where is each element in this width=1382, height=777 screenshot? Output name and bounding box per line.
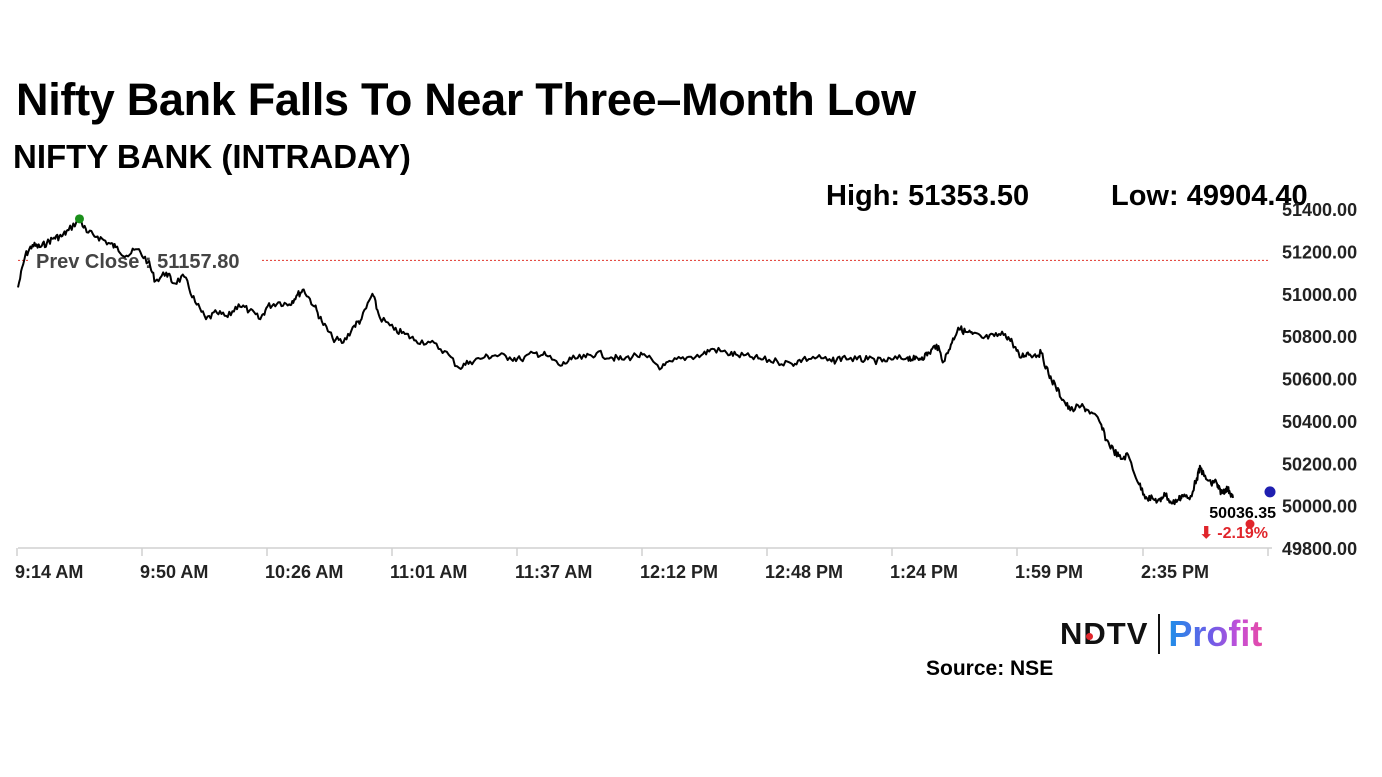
prev-close-tag: Prev Close : 51157.80 bbox=[28, 249, 260, 274]
day-high-marker bbox=[74, 214, 84, 224]
prev-close-tag-bg bbox=[28, 249, 260, 274]
intraday-chart: Prev Close : 51157.80 51400.0051200.0051… bbox=[15, 200, 1357, 582]
x-tick-label: 2:35 PM bbox=[1141, 562, 1209, 582]
day-high-label: High: 51353.50 bbox=[826, 180, 1030, 212]
y-tick-label: 49800.00 bbox=[1282, 539, 1357, 559]
y-tick-label: 51000.00 bbox=[1282, 285, 1357, 305]
change-percent-label: ⬇ -2.19% bbox=[1199, 525, 1268, 542]
y-tick-label: 51400.00 bbox=[1282, 200, 1357, 220]
source-note: Source: NSE bbox=[926, 657, 1054, 680]
x-tick-label: 1:59 PM bbox=[1015, 562, 1083, 582]
y-tick-label: 50600.00 bbox=[1282, 370, 1357, 390]
price-line bbox=[17, 217, 1234, 506]
ndtv-wordmark: NDTV bbox=[1060, 616, 1149, 651]
y-axis-ticks: 51400.00 51200.00 51000.00 50800.00 50600.00… bbox=[1282, 200, 1357, 559]
last-price-label: 50036.35 bbox=[1209, 505, 1276, 522]
y-tick-label: 50400.00 bbox=[1282, 412, 1357, 432]
ndtv-profit-logo: NDTV Profit bbox=[1060, 612, 1262, 656]
last-price-marker bbox=[1264, 486, 1276, 498]
x-tick-label: 9:14 AM bbox=[15, 562, 83, 582]
logo-divider bbox=[1158, 614, 1161, 654]
headline: Nifty Bank Falls To Near Three–Month Low bbox=[16, 74, 916, 125]
day-low-label: Low: 49904.40 bbox=[1111, 180, 1308, 212]
x-tick-label: 12:12 PM bbox=[640, 562, 718, 582]
x-tick-label: 10:26 AM bbox=[265, 562, 343, 582]
x-axis-ticks: 9:14 AM 9:50 AM 10:26 AM 11:01 AM 11:37 AM 12… bbox=[15, 548, 1269, 582]
y-tick-label: 51200.00 bbox=[1282, 242, 1357, 262]
x-tick-label: 11:01 AM bbox=[390, 562, 467, 582]
chart-title: NIFTY BANK (INTRADAY) bbox=[13, 138, 411, 175]
x-tick-label: 11:37 AM bbox=[515, 562, 592, 582]
x-tick-label: 9:50 AM bbox=[140, 562, 208, 582]
y-tick-label: 50000.00 bbox=[1282, 497, 1357, 517]
y-tick-label: 50200.00 bbox=[1282, 454, 1357, 474]
prev-close-label: Prev Close : 51157.80 bbox=[36, 251, 239, 273]
x-tick-label: 12:48 PM bbox=[765, 562, 843, 582]
profit-wordmark: Profit bbox=[1168, 613, 1263, 654]
x-tick-label: 1:24 PM bbox=[890, 562, 958, 582]
day-low-marker bbox=[1245, 519, 1255, 529]
y-tick-label: 50800.00 bbox=[1282, 327, 1357, 347]
